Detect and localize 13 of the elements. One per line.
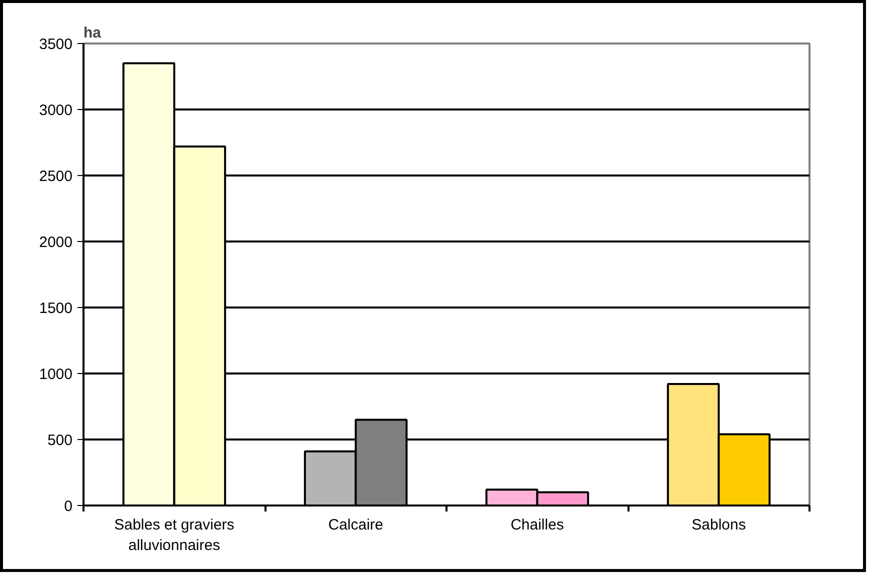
y-tick-label: 3000 bbox=[39, 102, 73, 119]
y-tick-label: 1000 bbox=[39, 366, 73, 383]
x-tick-label: Sablons bbox=[692, 516, 746, 534]
x-tick-label: Chailles bbox=[510, 516, 564, 534]
y-tick-label: 3500 bbox=[39, 36, 73, 53]
x-tick-label: Sables et graviers alluvionnaires bbox=[114, 516, 234, 554]
y-tick-label: 500 bbox=[47, 432, 73, 449]
y-tick-label: 2500 bbox=[39, 168, 73, 185]
y-tick-label: 1500 bbox=[39, 300, 73, 317]
y-tick-label: 0 bbox=[64, 498, 72, 515]
y-axis-title: ha bbox=[84, 24, 102, 42]
x-tick-label: Calcaire bbox=[328, 516, 384, 534]
y-tick-label: 2000 bbox=[39, 234, 73, 251]
